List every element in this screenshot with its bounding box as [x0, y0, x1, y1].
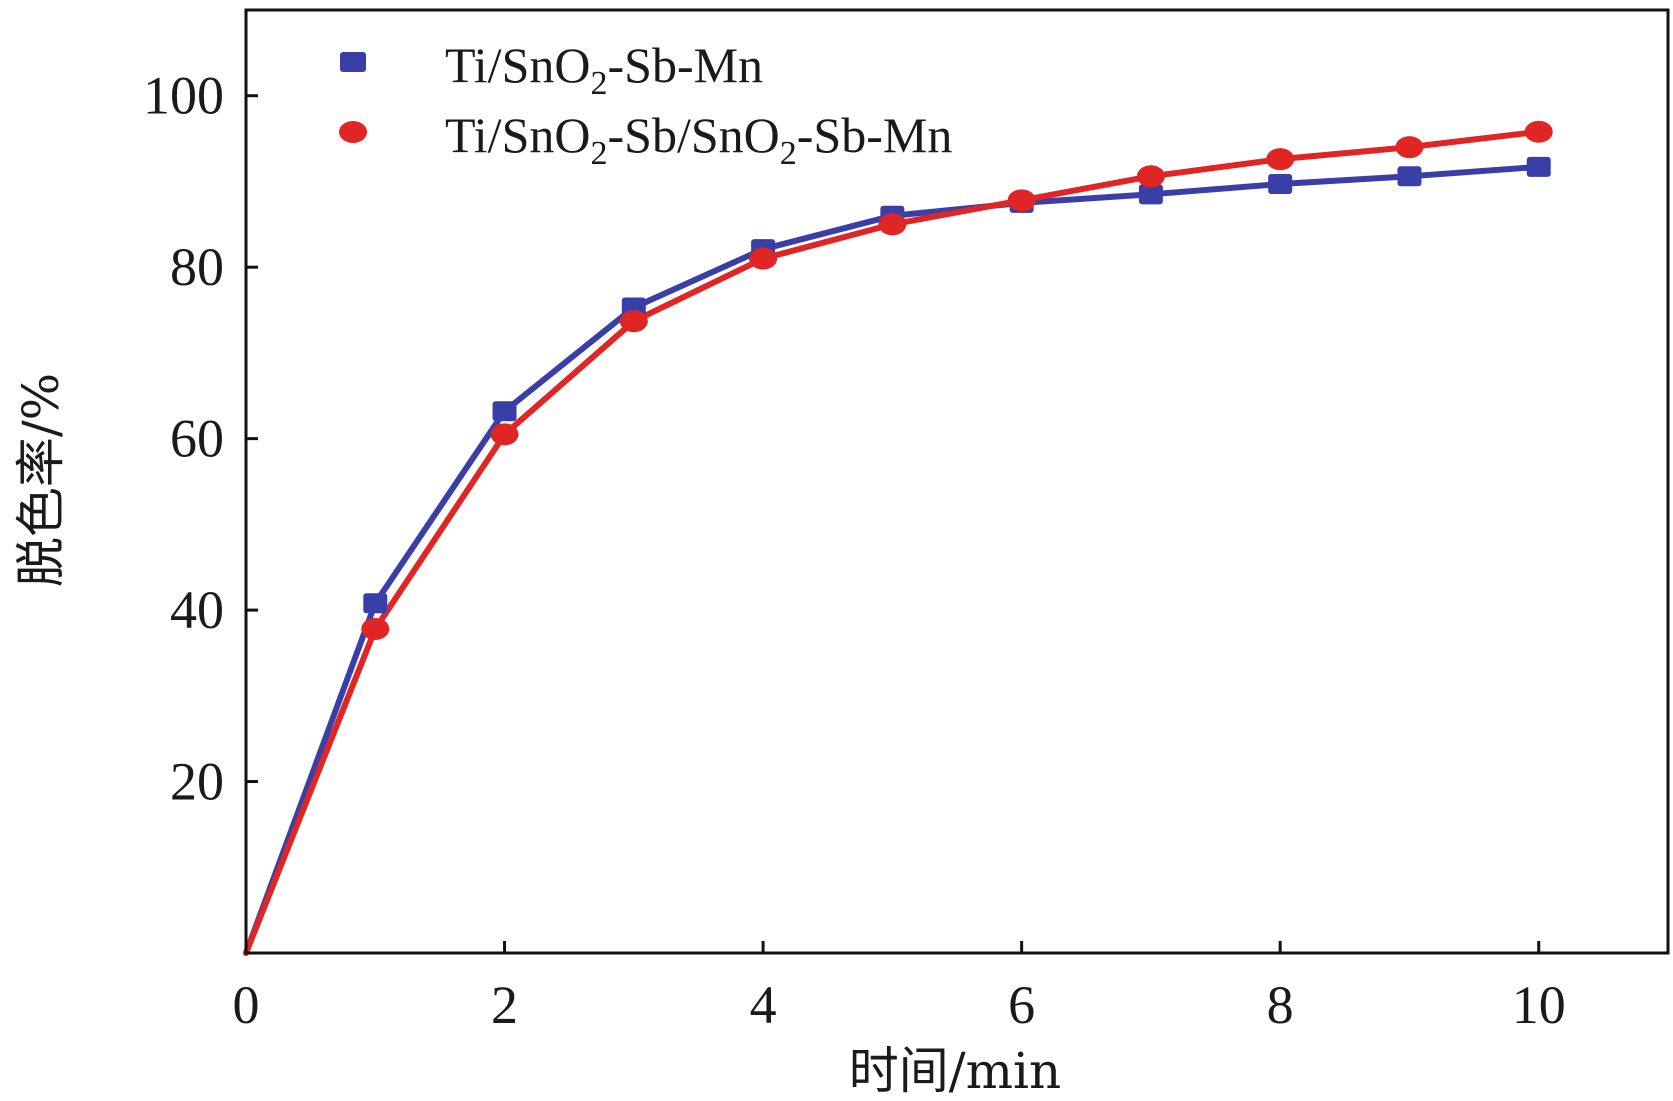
series-markers	[361, 120, 1553, 640]
series-lines	[243, 128, 1542, 956]
x-tick-label: 10	[1512, 975, 1566, 1035]
y-tick-label: 100	[143, 66, 224, 126]
legend-label-2: Ti/SnO2-Sb/SnO2-Sb-Mn	[445, 107, 952, 172]
legend-entry-1: Ti/SnO2-Sb-Mn	[340, 37, 763, 102]
y-axis-title: 脱色率/%	[12, 373, 70, 587]
series-marker-circle	[1524, 120, 1553, 143]
series-marker-circle	[749, 247, 778, 270]
x-tick-label: 4	[750, 975, 777, 1035]
series-marker-circle	[490, 423, 519, 446]
series-marker-square	[1138, 184, 1163, 205]
series-marker-square	[363, 593, 388, 614]
series-marker-square	[1268, 174, 1293, 195]
legend-entry-2: Ti/SnO2-Sb/SnO2-Sb-Mn	[339, 107, 952, 172]
legend: Ti/SnO2-Sb-Mn Ti/SnO2-Sb/SnO2-Sb-Mn	[339, 37, 952, 172]
y-tick-label: 60	[170, 409, 224, 469]
legend-marker-square	[340, 52, 366, 72]
y-tick-label: 40	[170, 580, 224, 640]
x-tick-label: 6	[1008, 975, 1035, 1035]
y-tick-label: 20	[170, 752, 224, 812]
series-marker-circle	[1395, 136, 1424, 159]
legend-marker-circle	[339, 121, 367, 143]
x-tick-labels: 0 2 4 6 8 10	[233, 975, 1566, 1035]
series-line-2	[243, 128, 1542, 956]
x-tick-label: 2	[491, 975, 518, 1035]
plot-frame	[244, 8, 1670, 955]
series-marker-circle	[619, 310, 648, 333]
series-line-1	[243, 163, 1542, 956]
x-axis-title: 时间/min	[849, 1042, 1061, 1100]
series-marker-circle	[1007, 189, 1036, 212]
legend-label-1: Ti/SnO2-Sb-Mn	[445, 37, 763, 102]
series-marker-circle	[361, 617, 390, 640]
x-tick-label: 0	[233, 975, 260, 1035]
series-marker-square	[1526, 156, 1551, 177]
series-marker-circle	[1136, 165, 1165, 188]
y-tick-labels: 20 40 60 80 100	[143, 66, 224, 812]
x-tick-label: 8	[1267, 975, 1294, 1035]
axis-ticks	[246, 94, 1541, 953]
series-marker-circle	[878, 213, 907, 236]
y-tick-label: 80	[170, 237, 224, 297]
series-marker-square	[492, 401, 517, 422]
series-marker-square	[1397, 166, 1422, 187]
series-marker-circle	[1266, 148, 1295, 171]
